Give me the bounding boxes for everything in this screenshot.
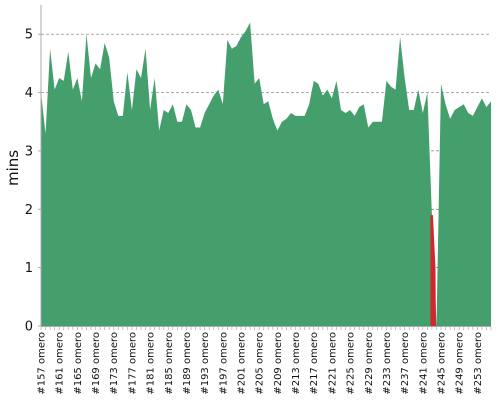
x-tick-label: #165 omero: [73, 332, 84, 395]
duration-area: [41, 22, 491, 326]
y-tick-label: 2: [25, 203, 33, 218]
failure-area: [430, 215, 436, 326]
x-tick-label: #169 omero: [91, 332, 102, 395]
x-tick-label: #161 omero: [55, 332, 66, 395]
x-tick-label: #245 omero: [437, 332, 448, 395]
x-tick-label: #249 omero: [455, 332, 466, 395]
x-tick-label: #205 omero: [255, 332, 266, 395]
x-tick-label: #225 omero: [346, 332, 357, 395]
x-tick-label: #185 omero: [164, 332, 175, 395]
axes: [40, 5, 491, 327]
x-tick-label: #197 omero: [218, 332, 229, 395]
x-tick-label: #201 omero: [237, 332, 248, 395]
y-tick-label: 1: [25, 261, 33, 276]
x-tick-label: #237 omero: [400, 332, 411, 395]
y-tick-label: 4: [25, 86, 33, 101]
y-tick-label: 5: [25, 28, 33, 43]
y-tick-label: 0: [25, 320, 33, 335]
x-tick-label: #157 omero: [37, 332, 48, 395]
x-tick-label: #217 omero: [309, 332, 320, 395]
x-tick-label: #181 omero: [146, 332, 157, 395]
x-tick-label: #189 omero: [182, 332, 193, 395]
y-axis-ticks: 0 1 2 3 4 5: [25, 28, 41, 335]
x-axis-ticks: #157 omero #161 omero #165 omero #169 omero…: [37, 327, 492, 395]
x-tick-label: #177 omero: [127, 332, 138, 395]
success-area: [41, 22, 491, 326]
y-tick-label: 3: [25, 144, 33, 159]
x-tick-label: #221 omero: [327, 332, 338, 395]
x-tick-label: #209 omero: [273, 332, 284, 395]
x-tick-label: #229 omero: [364, 332, 375, 395]
x-tick-label: #193 omero: [200, 332, 211, 395]
x-tick-label: #173 omero: [109, 332, 120, 395]
x-tick-label: #233 omero: [382, 332, 393, 395]
y-axis-label: mins: [4, 150, 22, 186]
x-tick-label: #241 omero: [418, 332, 429, 395]
x-tick-label: #213 omero: [291, 332, 302, 395]
x-tick-label: #253 omero: [473, 332, 484, 395]
